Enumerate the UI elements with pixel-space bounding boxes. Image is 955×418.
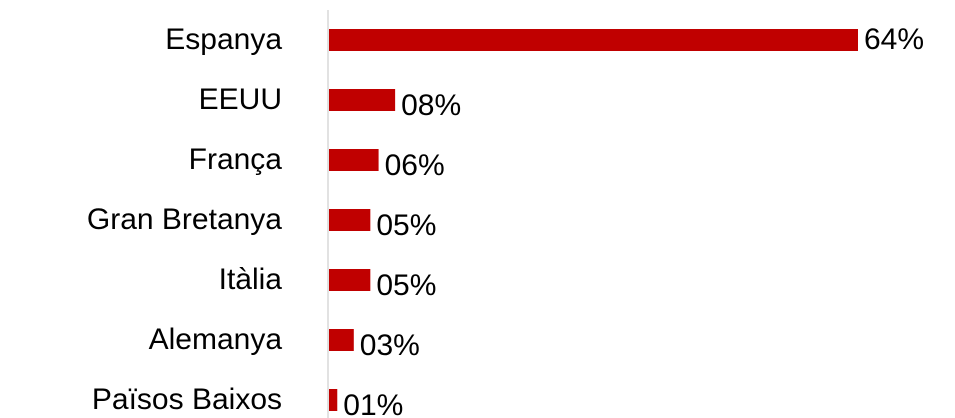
bar [329,29,858,51]
value-label: 64% [864,23,924,56]
category-label: Països Baixos [92,383,282,416]
category-label: Itàlia [219,263,283,296]
value-label: 08% [401,89,461,122]
category-label: Alemanya [149,323,283,356]
bar [329,209,371,231]
bar [329,389,338,411]
category-label: Espanya [165,23,282,56]
value-label: 03% [360,329,420,362]
bar [329,89,396,111]
bar [329,149,379,171]
category-label: Gran Bretanya [87,203,282,236]
value-label: 05% [376,269,436,302]
category-label: França [189,143,283,176]
bar [329,329,354,351]
bar [329,269,371,291]
value-label: 01% [343,389,403,418]
value-label: 05% [376,209,436,242]
category-label: EEUU [199,83,282,116]
value-label: 06% [385,149,445,182]
